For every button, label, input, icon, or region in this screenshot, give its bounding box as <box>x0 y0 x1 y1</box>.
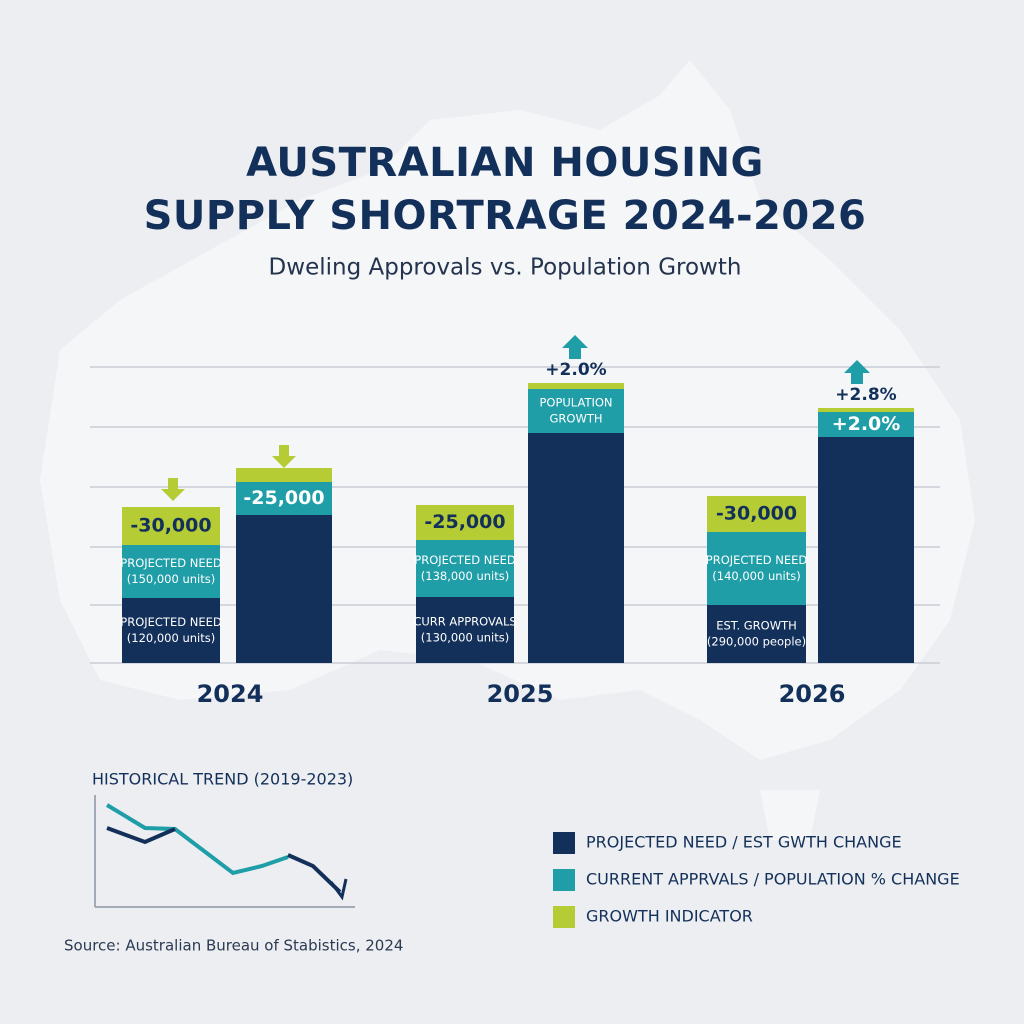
bar-segment <box>236 468 332 482</box>
trend-line <box>287 853 342 894</box>
segment-label: PROJECTED NEED <box>414 553 516 567</box>
bar-segment <box>707 605 806 663</box>
bar-segment <box>236 482 332 515</box>
segment-label: (120,000 units) <box>127 631 215 645</box>
title-line: AUSTRALIAN HOUSING <box>246 140 764 186</box>
segment-label: -30,000 <box>716 503 797 525</box>
segment-label: (138,000 units) <box>421 569 509 583</box>
segment-label: -25,000 <box>243 487 324 509</box>
top-label: +2.0% <box>545 360 606 380</box>
bar-segment <box>707 532 806 605</box>
arrow <box>844 360 870 384</box>
arrow <box>272 445 296 468</box>
bar-segment <box>707 496 806 532</box>
bar-segment <box>416 540 514 597</box>
year-label: 2026 <box>779 680 846 708</box>
segment-label: (130,000 units) <box>421 631 509 645</box>
bar-segment <box>416 505 514 540</box>
segment-label: EST. GROWTH <box>716 619 797 633</box>
bar-segment <box>528 433 624 663</box>
legend-swatch <box>553 906 575 928</box>
segment-label: CURR APPROVALS <box>413 615 516 629</box>
title-line: SUPPLY SHORTRAGE 2024-2026 <box>144 193 867 239</box>
segment-label: PROJECTED NEED <box>120 556 222 570</box>
subtitle: Dweling Approvals vs. Population Growth <box>269 255 742 281</box>
segment-label: +2.0% <box>832 413 901 435</box>
segment-label: -25,000 <box>424 511 505 533</box>
bar-segment <box>818 408 914 412</box>
segment-label: -30,000 <box>130 515 211 537</box>
arrow <box>161 478 185 501</box>
bar-segment <box>528 389 624 433</box>
trend-line <box>105 803 289 876</box>
year-label: 2024 <box>197 680 264 708</box>
legend-swatch <box>553 832 575 854</box>
legend-label: CURRENT APPRVALS / POPULATION % CHANGE <box>586 870 960 889</box>
trend-line <box>106 826 176 845</box>
legend-swatch <box>553 869 575 891</box>
segment-label: (150,000 units) <box>127 572 215 586</box>
segment-label: PROJECTED NEED <box>120 615 222 629</box>
arrow <box>562 335 588 359</box>
bar-segment <box>122 545 220 598</box>
segment-label: (290,000 people) <box>707 635 806 649</box>
legend: PROJECTED NEED / EST GWTH CHANGE CURRENT … <box>553 832 960 928</box>
top-label: +2.8% <box>835 385 896 405</box>
bar-segment <box>818 412 914 437</box>
bars: 2024 -30,000 PROJECTED NEED (150,000 units)… <box>120 335 914 708</box>
trend-title: HISTORICAL TREND (2019-2023) <box>92 770 353 789</box>
bar-segment <box>236 515 332 663</box>
bar-segment <box>122 598 220 663</box>
segment-label: GROWTH <box>550 412 603 426</box>
trend-chart <box>94 795 355 908</box>
bar-segment <box>528 383 624 389</box>
segment-label: PROJECTED NEED <box>706 553 808 567</box>
legend-label: PROJECTED NEED / EST GWTH CHANGE <box>586 833 902 852</box>
bar-segment <box>122 507 220 545</box>
legend-label: GROWTH INDICATOR <box>586 907 753 926</box>
segment-label: (140,000 units) <box>712 569 800 583</box>
bar-segment <box>818 437 914 663</box>
bar-segment <box>416 597 514 663</box>
source: Source: Australian Bureau of Stabistics,… <box>64 937 403 955</box>
trend-arrow <box>329 878 348 901</box>
year-label: 2025 <box>487 680 554 708</box>
segment-label: POPULATION <box>539 396 612 410</box>
